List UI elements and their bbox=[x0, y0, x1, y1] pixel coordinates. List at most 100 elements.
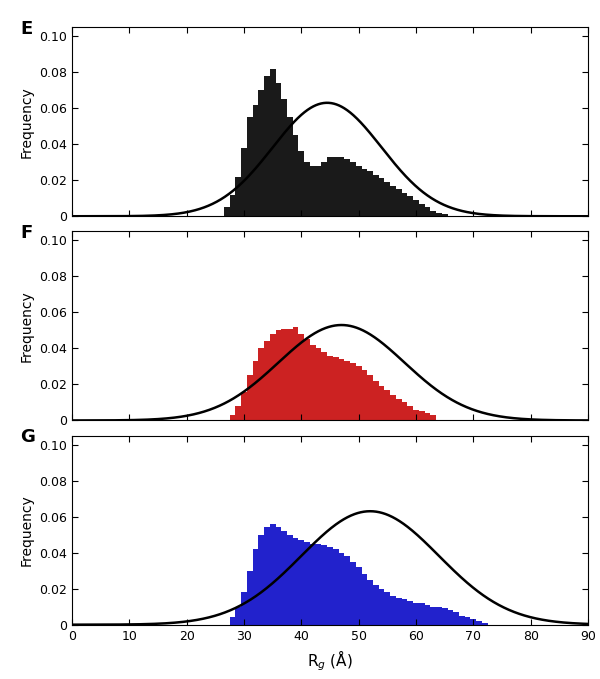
Bar bbox=[327, 547, 333, 625]
Bar bbox=[293, 538, 298, 625]
Bar bbox=[230, 617, 235, 625]
Bar bbox=[316, 166, 322, 216]
Bar bbox=[275, 331, 281, 420]
Bar bbox=[407, 406, 413, 420]
Bar bbox=[390, 395, 396, 420]
Bar bbox=[385, 182, 390, 216]
Bar bbox=[316, 544, 322, 625]
Bar bbox=[310, 345, 316, 420]
Bar bbox=[304, 542, 310, 625]
Bar bbox=[448, 610, 453, 625]
Bar bbox=[241, 392, 247, 420]
Bar bbox=[413, 200, 419, 216]
Bar bbox=[247, 570, 253, 625]
Bar bbox=[322, 162, 327, 216]
Bar bbox=[327, 356, 333, 420]
Bar bbox=[235, 406, 241, 420]
Bar bbox=[362, 574, 367, 625]
Text: G: G bbox=[20, 428, 35, 446]
Bar bbox=[430, 211, 436, 216]
Bar bbox=[327, 157, 333, 216]
Bar bbox=[419, 603, 425, 625]
Bar bbox=[373, 585, 379, 625]
Bar bbox=[425, 207, 430, 216]
Bar bbox=[338, 157, 344, 216]
Bar bbox=[401, 193, 407, 216]
Bar bbox=[241, 592, 247, 625]
Bar bbox=[385, 390, 390, 420]
Bar bbox=[379, 179, 385, 216]
Bar bbox=[465, 617, 470, 625]
Bar bbox=[476, 621, 482, 625]
Bar bbox=[379, 589, 385, 625]
Bar bbox=[419, 411, 425, 420]
Bar bbox=[413, 603, 419, 625]
X-axis label: R$_g$ (Å): R$_g$ (Å) bbox=[307, 648, 353, 673]
Bar bbox=[253, 105, 259, 216]
Text: E: E bbox=[20, 20, 32, 37]
Bar bbox=[350, 162, 356, 216]
Bar bbox=[362, 170, 367, 216]
Bar bbox=[281, 99, 287, 216]
Bar bbox=[338, 359, 344, 420]
Bar bbox=[264, 528, 270, 625]
Bar bbox=[344, 556, 350, 625]
Bar bbox=[293, 327, 298, 420]
Bar bbox=[316, 348, 322, 420]
Bar bbox=[373, 381, 379, 420]
Bar bbox=[373, 175, 379, 216]
Bar bbox=[298, 151, 304, 216]
Bar bbox=[344, 361, 350, 420]
Bar bbox=[350, 562, 356, 625]
Y-axis label: Frequency: Frequency bbox=[20, 494, 34, 566]
Bar bbox=[298, 540, 304, 625]
Bar bbox=[253, 361, 259, 420]
Bar bbox=[275, 83, 281, 216]
Bar bbox=[230, 415, 235, 420]
Bar bbox=[275, 528, 281, 625]
Bar bbox=[470, 619, 476, 625]
Bar bbox=[230, 195, 235, 216]
Bar bbox=[259, 90, 264, 216]
Bar bbox=[425, 605, 430, 625]
Bar bbox=[338, 553, 344, 625]
Bar bbox=[281, 531, 287, 625]
Bar bbox=[310, 544, 316, 625]
Bar bbox=[430, 415, 436, 420]
Bar bbox=[413, 409, 419, 420]
Bar bbox=[482, 623, 488, 625]
Bar bbox=[425, 414, 430, 420]
Bar bbox=[390, 185, 396, 216]
Bar bbox=[287, 534, 293, 625]
Bar bbox=[287, 329, 293, 420]
Bar bbox=[379, 386, 385, 420]
Bar bbox=[270, 524, 275, 625]
Bar bbox=[333, 357, 338, 420]
Bar bbox=[407, 602, 413, 625]
Bar bbox=[298, 334, 304, 420]
Bar bbox=[264, 76, 270, 216]
Bar bbox=[401, 403, 407, 420]
Bar bbox=[436, 606, 442, 625]
Bar bbox=[396, 598, 401, 625]
Bar bbox=[442, 608, 448, 625]
Y-axis label: Frequency: Frequency bbox=[20, 290, 34, 362]
Bar bbox=[419, 204, 425, 216]
Bar bbox=[385, 592, 390, 625]
Bar bbox=[270, 69, 275, 216]
Bar bbox=[264, 342, 270, 420]
Text: F: F bbox=[20, 224, 32, 242]
Bar bbox=[293, 135, 298, 216]
Bar bbox=[396, 399, 401, 420]
Bar bbox=[401, 600, 407, 625]
Bar bbox=[344, 159, 350, 216]
Bar bbox=[253, 549, 259, 625]
Bar bbox=[430, 606, 436, 625]
Bar bbox=[356, 166, 362, 216]
Bar bbox=[407, 196, 413, 216]
Bar bbox=[459, 616, 465, 625]
Bar bbox=[247, 375, 253, 420]
Bar bbox=[367, 580, 373, 625]
Bar bbox=[270, 334, 275, 420]
Bar bbox=[367, 171, 373, 216]
